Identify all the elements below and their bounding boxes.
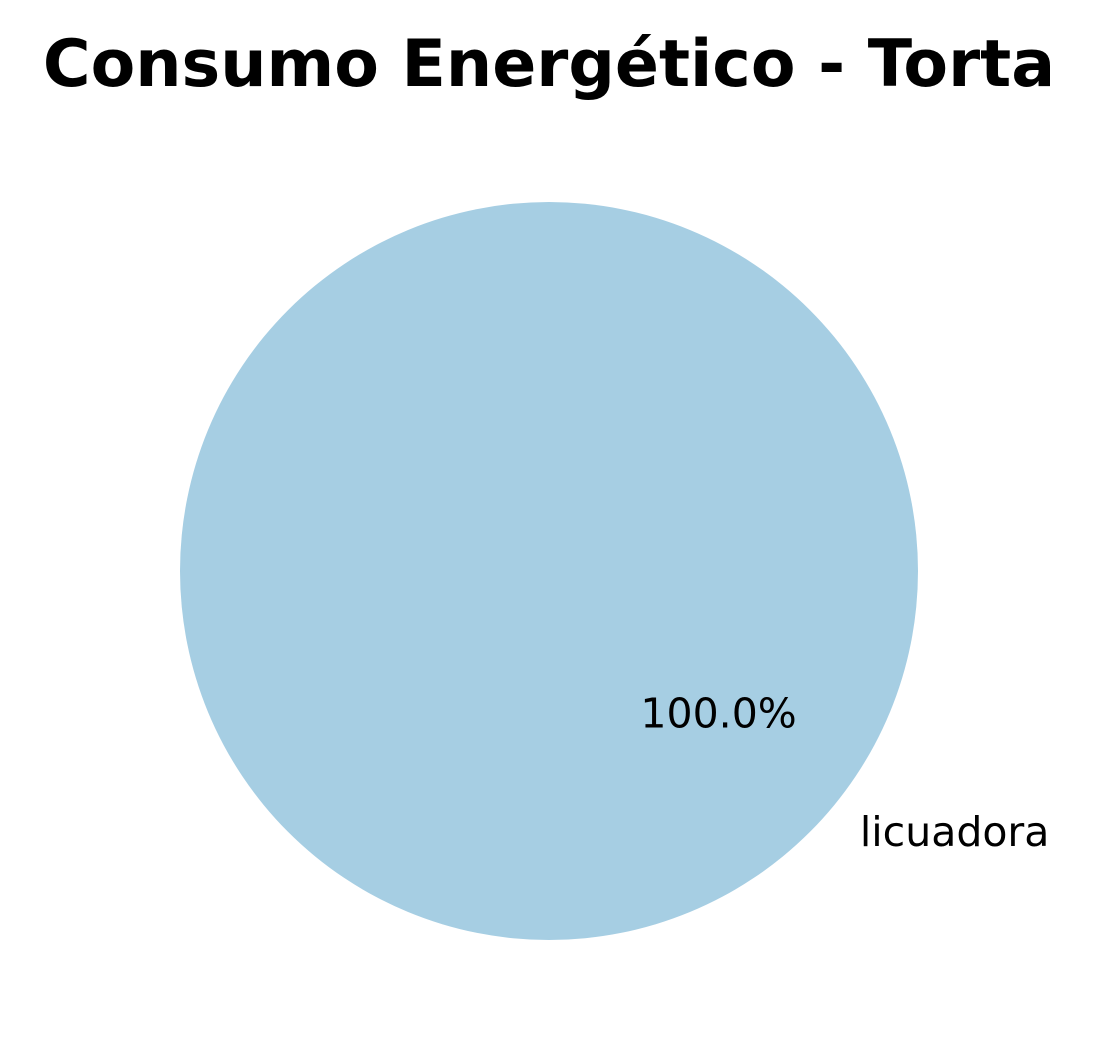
- slices-layer: [180, 202, 918, 940]
- chart-title: Consumo Energético - Torta: [43, 27, 1055, 102]
- pie-percent-label: 100.0%: [640, 689, 796, 737]
- pie-slice-licuadora: [180, 202, 918, 940]
- pie-slice-label: licuadora: [860, 808, 1050, 856]
- labels-layer: 100.0% licuadora: [640, 689, 1049, 856]
